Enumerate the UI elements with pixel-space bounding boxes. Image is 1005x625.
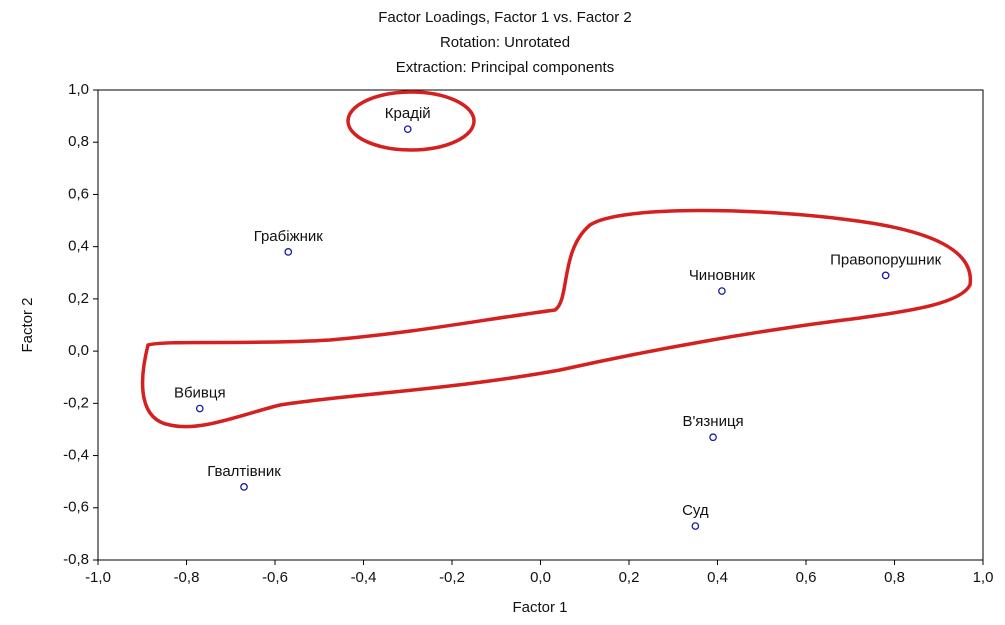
point-label: В'язниця [682, 413, 743, 430]
point [284, 248, 293, 256]
y-tick-label: -0,4 [63, 447, 89, 464]
point [240, 483, 248, 491]
annotation-ellipse [346, 90, 476, 152]
point-label: Грабіжник [254, 228, 324, 245]
y-tick-label: -0,6 [63, 499, 89, 516]
point [881, 271, 890, 280]
point-label: Правопорушник [830, 251, 941, 268]
x-tick-label: -0,8 [174, 569, 200, 586]
x-tick-label: 0,6 [796, 569, 817, 586]
point [718, 287, 726, 295]
x-tick-label: -0,6 [262, 569, 288, 586]
point-label: Вбивця [174, 385, 226, 402]
y-tick-label: 0,2 [68, 290, 89, 307]
point [403, 125, 412, 134]
y-tick-label: 0,0 [68, 342, 89, 359]
chart-subtitle: Rotation: Unrotated [440, 34, 570, 51]
y-tick-label: -0,8 [63, 551, 89, 568]
x-tick-label: -0,4 [351, 569, 377, 586]
point-label: Крадій [385, 105, 431, 122]
chart-title: Factor Loadings, Factor 1 vs. Factor 2 [378, 9, 631, 26]
x-tick-label: 0,2 [619, 569, 640, 586]
point [691, 522, 700, 530]
x-tick-label: 0,8 [884, 569, 905, 586]
x-axis-label: Factor 1 [512, 599, 567, 616]
y-tick-label: 1,0 [68, 81, 89, 98]
x-tick-label: -1,0 [85, 569, 111, 586]
y-tick-label: 0,4 [68, 238, 89, 255]
point [709, 433, 717, 442]
chart-subtitle: Extraction: Principal components [396, 59, 614, 76]
point-label: Гвалтівник [207, 463, 281, 480]
point-label: Суд [682, 502, 709, 519]
x-tick-label: -0,2 [439, 569, 465, 586]
x-tick-label: 1,0 [973, 569, 994, 586]
y-tick-label: 0,6 [68, 185, 89, 202]
annotation-loop [140, 208, 973, 429]
x-tick-label: 0,4 [707, 569, 728, 586]
x-tick-label: 0,0 [530, 569, 551, 586]
point [195, 404, 204, 413]
point-label: Чиновник [689, 267, 756, 284]
y-axis-label: Factor 2 [19, 297, 36, 352]
y-tick-label: 0,8 [68, 133, 89, 150]
y-tick-label: -0,2 [63, 394, 89, 411]
